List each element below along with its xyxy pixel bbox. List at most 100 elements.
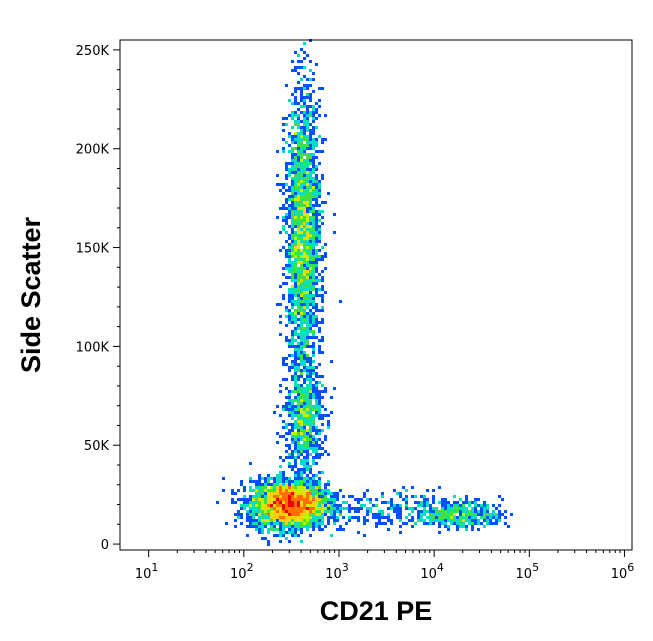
data-point: [303, 291, 306, 294]
data-point: [321, 276, 324, 279]
data-point: [312, 111, 315, 114]
data-point: [312, 216, 315, 219]
data-point: [288, 288, 291, 291]
data-point: [297, 171, 300, 174]
data-point: [303, 399, 306, 402]
data-point: [294, 270, 297, 273]
data-point: [288, 300, 291, 303]
data-point: [294, 408, 297, 411]
data-point: [318, 255, 321, 258]
data-point: [291, 525, 294, 528]
data-point: [300, 285, 303, 288]
data-point: [294, 159, 297, 162]
data-point: [297, 396, 300, 399]
data-point: [447, 519, 450, 522]
data-point: [291, 441, 294, 444]
data-point: [297, 276, 300, 279]
data-point: [336, 507, 339, 510]
data-point: [324, 252, 327, 255]
data-point: [306, 183, 309, 186]
data-point: [297, 237, 300, 240]
data-point: [444, 504, 447, 507]
data-point: [297, 222, 300, 225]
data-point: [288, 237, 291, 240]
data-point: [306, 369, 309, 372]
data-point: [447, 504, 450, 507]
data-point: [300, 519, 303, 522]
data-point: [297, 66, 300, 69]
data-point: [285, 489, 288, 492]
data-point: [306, 252, 309, 255]
data-point: [471, 513, 474, 516]
data-point: [315, 381, 318, 384]
data-point: [315, 279, 318, 282]
data-point: [321, 498, 324, 501]
data-point: [366, 519, 369, 522]
data-point: [300, 96, 303, 99]
data-point: [309, 174, 312, 177]
data-point: [294, 279, 297, 282]
data-point: [369, 501, 372, 504]
data-point: [318, 486, 321, 489]
data-point: [309, 237, 312, 240]
data-point: [291, 147, 294, 150]
data-point: [282, 225, 285, 228]
data-point: [309, 435, 312, 438]
data-point: [273, 495, 276, 498]
data-point: [309, 132, 312, 135]
data-point: [306, 129, 309, 132]
data-point: [297, 114, 300, 117]
data-point: [303, 132, 306, 135]
data-point: [282, 489, 285, 492]
data-point: [411, 495, 414, 498]
data-point: [282, 216, 285, 219]
data-point: [294, 480, 297, 483]
data-point: [324, 510, 327, 513]
data-point: [297, 351, 300, 354]
data-point: [300, 234, 303, 237]
data-point: [297, 282, 300, 285]
data-point: [321, 471, 324, 474]
data-point: [288, 132, 291, 135]
data-point: [390, 522, 393, 525]
data-point: [384, 501, 387, 504]
data-point: [432, 495, 435, 498]
data-point: [237, 516, 240, 519]
data-point: [291, 528, 294, 531]
data-point: [462, 510, 465, 513]
data-point: [372, 516, 375, 519]
x-tick-exponent: 5: [532, 561, 539, 574]
data-point: [294, 318, 297, 321]
data-point: [246, 516, 249, 519]
data-point: [294, 243, 297, 246]
data-point: [321, 174, 324, 177]
data-point: [324, 507, 327, 510]
data-point: [486, 504, 489, 507]
data-point: [261, 489, 264, 492]
data-point: [324, 450, 327, 453]
data-point: [279, 531, 282, 534]
data-point: [255, 513, 258, 516]
data-point: [450, 522, 453, 525]
data-point: [306, 417, 309, 420]
data-point: [282, 207, 285, 210]
data-point: [315, 456, 318, 459]
data-point: [390, 507, 393, 510]
data-point: [282, 480, 285, 483]
data-point: [300, 444, 303, 447]
data-point: [291, 156, 294, 159]
data-point: [309, 96, 312, 99]
data-point: [297, 393, 300, 396]
data-point: [303, 357, 306, 360]
data-point: [465, 528, 468, 531]
data-point: [309, 249, 312, 252]
data-point: [288, 507, 291, 510]
data-point: [300, 276, 303, 279]
data-point: [285, 480, 288, 483]
data-point: [318, 180, 321, 183]
data-point: [312, 444, 315, 447]
data-point: [429, 510, 432, 513]
data-point: [273, 477, 276, 480]
data-point: [315, 126, 318, 129]
data-point: [492, 513, 495, 516]
